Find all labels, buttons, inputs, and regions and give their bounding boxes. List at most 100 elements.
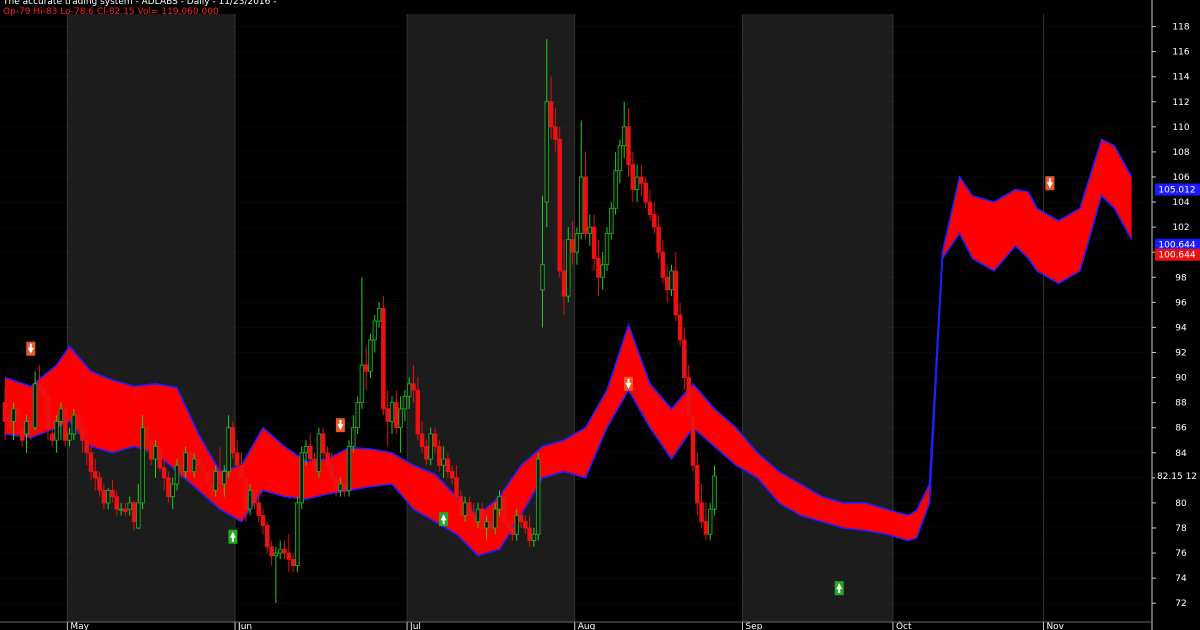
candle-body [88,452,94,473]
candle-body [166,477,171,498]
candle-body [372,320,378,341]
candle-body [471,514,476,523]
candle-body [290,558,296,567]
candle-body [342,483,347,491]
candle-body [312,458,317,473]
candle-body [320,433,326,454]
candle-body [273,552,279,557]
candle-body [230,427,236,454]
candle [196,440,201,472]
arrow-down-icon [1046,178,1053,189]
candle-body [247,489,253,510]
candle-body [523,521,528,529]
candle [510,515,515,541]
candle-body [669,270,674,291]
candle-body [613,170,618,209]
candle-body [557,138,562,272]
candle-body [445,458,451,473]
price-label-text: 82.15 12 [1157,472,1197,482]
candle [2,387,8,441]
price-tick-label: 108 [1172,148,1189,158]
candle [239,452,244,479]
candle [406,377,412,409]
candle-body [510,527,515,535]
candle [131,500,137,531]
candle-body [454,477,459,498]
candle-body [45,395,51,429]
candle [574,227,580,265]
candle [179,452,184,478]
price-tick-label: 96 [1175,298,1187,308]
candle [303,440,309,466]
candle [282,540,287,560]
candle [325,446,330,478]
candle [230,421,236,460]
candle [191,452,197,478]
sell-signal-arrow [26,341,36,356]
candle [45,383,51,441]
buy-signal-arrow [228,529,238,544]
candle [557,126,562,278]
candle [80,371,85,453]
candle [669,264,674,297]
price-label-text: 100.644 [1158,251,1195,261]
candle-body [475,508,481,523]
candle [200,452,206,478]
candle [441,446,446,478]
candle [566,227,571,303]
candle [497,490,502,516]
candle [604,227,610,271]
candle [286,534,292,572]
candle [28,402,34,441]
candle [67,427,72,447]
candle [609,202,614,240]
candle-body [621,126,627,147]
candle [673,252,679,322]
candle [690,402,696,472]
candle [329,452,335,485]
candle-body [338,483,343,491]
candle [570,220,575,265]
candle [93,459,98,491]
candle-body [501,496,507,523]
candle-body [480,508,485,529]
candle [475,502,481,528]
candle-body [566,239,571,297]
candle [398,396,403,453]
candle [19,415,25,447]
candle [123,502,128,516]
candle-body [32,383,38,429]
candle-body [664,276,670,291]
price-tick-label: 74 [1175,574,1187,584]
candle-body [204,471,210,485]
candle [583,151,588,240]
band-fill [5,139,1132,556]
candle-body [213,471,218,491]
candle-body [467,502,472,516]
candle [144,408,150,453]
candle [531,527,537,547]
candle-body [84,439,89,454]
candle-body [359,364,365,404]
candle-body [157,446,163,469]
candle-body [2,402,8,422]
candle-body [179,464,184,473]
candle [58,402,64,441]
price-tick-label: 114 [1172,73,1189,83]
candle-body [411,383,416,391]
candle-body [406,383,412,397]
candle [342,471,347,497]
arrow-down-icon [337,420,344,431]
candle [652,202,657,234]
candle-body [54,420,59,441]
candle-body [299,452,304,504]
candle [320,427,326,460]
candle [269,540,274,566]
candle [11,402,16,441]
candle-body [174,464,180,485]
candle [174,459,180,491]
candle-body [535,458,541,535]
candle [363,346,369,391]
candle-body [518,514,524,523]
candle [415,377,421,441]
